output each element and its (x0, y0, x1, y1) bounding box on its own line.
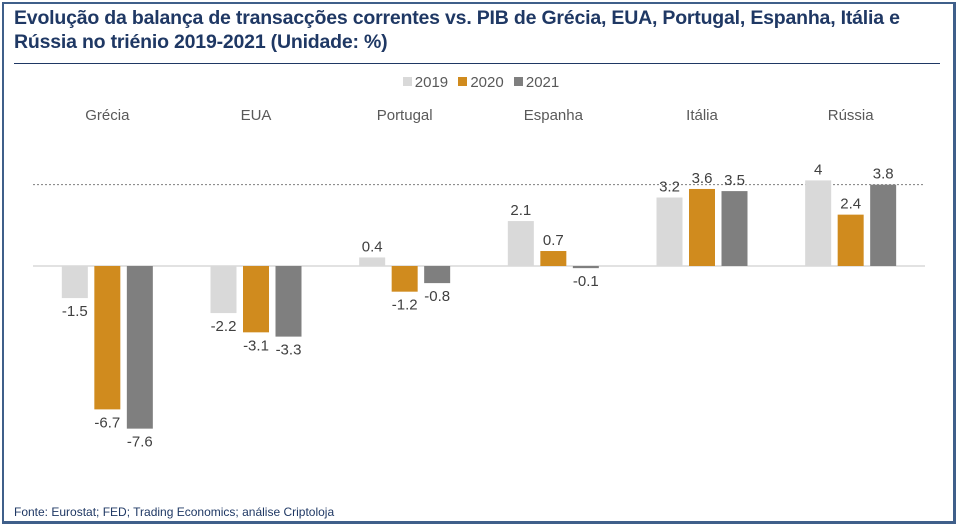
bar-italia-2019 (656, 197, 683, 266)
legend-swatch-2020 (458, 77, 468, 86)
legend: 2019 2020 2021 (0, 74, 962, 91)
data-label-russia-2020: 2.4 (840, 196, 861, 213)
data-label-italia-2020: 3.6 (692, 170, 713, 187)
bar-italia-2021 (721, 191, 748, 266)
category-label-eua: EUA (241, 107, 272, 124)
data-label-eua-2021: -3.3 (276, 342, 302, 359)
legend-item-2019: 2019 (402, 74, 449, 91)
category-label-russia: Rússia (828, 107, 875, 124)
category-label-italia: Itália (686, 107, 718, 124)
bar-grecia-2019 (61, 266, 88, 299)
chart-title: Evolução da balança de transacções corre… (14, 7, 900, 53)
data-label-grecia-2020: -6.7 (94, 414, 120, 431)
bar-espanha-2021 (572, 266, 599, 269)
bar-italia-2020 (689, 188, 715, 266)
chart-frame (2, 2, 956, 524)
data-label-italia-2019: 3.2 (659, 179, 680, 196)
bar-portugal-2021 (424, 266, 451, 284)
bar-eua-2021 (275, 266, 302, 337)
category-label-portugal: Portugal (377, 107, 433, 124)
source-note: Fonte: Eurostat; FED; Trading Economics;… (14, 505, 335, 519)
legend-item-2020: 2020 (458, 74, 504, 91)
data-label-italia-2021: 3.5 (724, 172, 745, 189)
data-label-grecia-2021: -7.6 (127, 434, 153, 451)
data-label-portugal-2020: -1.2 (392, 297, 418, 314)
title-divider (14, 63, 940, 64)
data-label-portugal-2021: -0.8 (424, 288, 450, 305)
data-label-russia-2021: 3.8 (873, 166, 894, 183)
bar-russia-2020 (837, 214, 864, 266)
legend-label-2021: 2021 (525, 74, 560, 91)
bar-portugal-2019 (359, 257, 386, 266)
bar-portugal-2020 (391, 266, 418, 292)
bar-espanha-2020 (540, 251, 567, 266)
bar-espanha-2019 (507, 221, 534, 266)
bar-eua-2020 (243, 266, 269, 333)
legend-swatch-2021 (513, 77, 523, 86)
bar-grecia-2021 (126, 266, 153, 429)
data-label-eua-2020: -3.1 (243, 337, 269, 354)
legend-swatch-2019 (402, 77, 412, 86)
data-label-espanha-2019: 2.1 (510, 202, 531, 219)
bar-russia-2019 (805, 180, 832, 266)
data-label-russia-2019: 4 (814, 161, 822, 178)
legend-label-2020: 2020 (470, 74, 504, 91)
data-label-espanha-2021: -0.1 (573, 273, 599, 290)
category-label-grecia: Grécia (85, 107, 130, 124)
legend-item-2021: 2021 (513, 74, 560, 91)
data-label-eua-2019: -2.2 (211, 318, 237, 335)
bar-eua-2019 (210, 266, 237, 314)
bar-grecia-2020 (94, 266, 121, 410)
data-label-portugal-2019: 0.4 (362, 238, 383, 255)
data-label-espanha-2020: 0.7 (543, 232, 564, 249)
data-label-grecia-2019: -1.5 (62, 303, 88, 320)
bar-russia-2021 (870, 184, 897, 266)
category-label-espanha: Espanha (524, 107, 584, 124)
legend-label-2019: 2019 (414, 74, 449, 91)
